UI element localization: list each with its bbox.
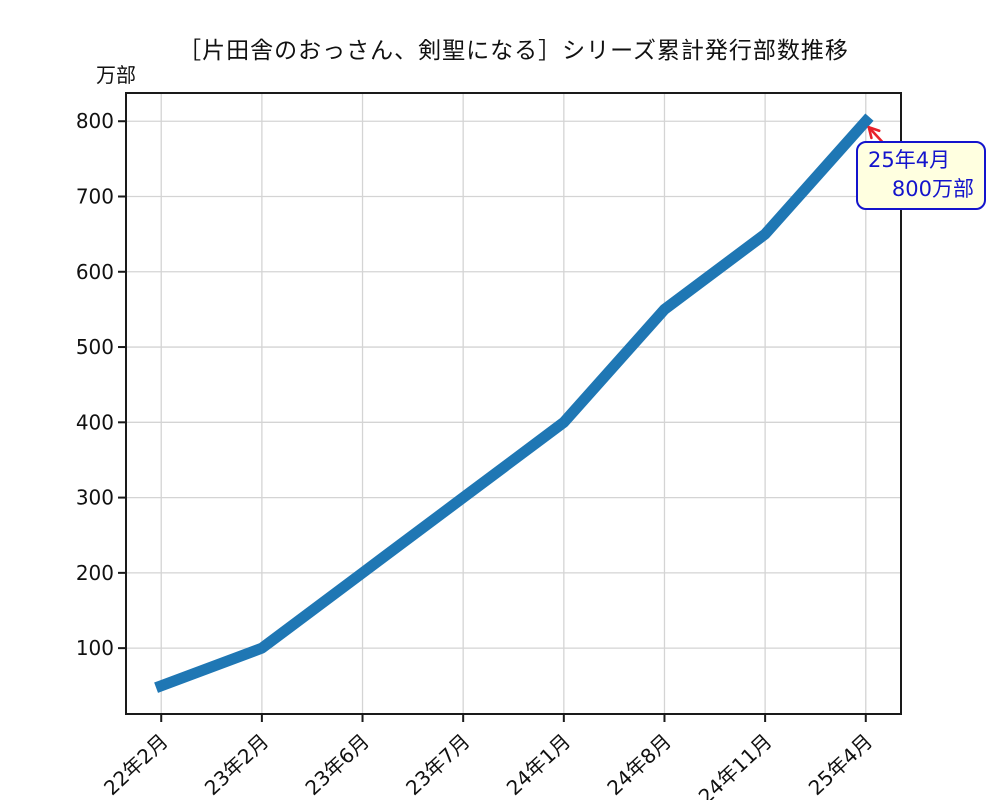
x-tick-label: 23年7月 <box>401 729 475 800</box>
y-tick-label: 800 <box>76 109 114 133</box>
annotation-value: 800万部 <box>891 177 974 201</box>
axis-layer: 100 200 300 400 500 600 700 800 22年2月 23年2月 23年6月 2… <box>76 92 902 800</box>
y-tick-label: 200 <box>76 561 114 585</box>
y-axis-unit-label: 万部 <box>96 63 136 87</box>
arrow-head <box>867 125 881 133</box>
annotation-callout: 25年4月 800万部 <box>856 141 986 210</box>
y-tick-label: 300 <box>76 486 114 510</box>
y-tick-label: 400 <box>76 410 114 434</box>
plot-spines <box>125 92 902 715</box>
y-tick-label: 100 <box>76 636 114 660</box>
y-tick-label: 600 <box>76 260 114 284</box>
y-tick-label: 700 <box>76 185 114 209</box>
chart-title: ［片田舎のおっさん、剣聖になる］シリーズ累計発行部数推移 <box>178 38 849 64</box>
series-line <box>154 113 874 693</box>
arrow-head <box>867 125 873 140</box>
series-layer <box>154 113 874 693</box>
x-tick-label: 24年8月 <box>602 729 676 800</box>
annotation-date: 25年4月 <box>868 148 951 172</box>
x-tick-label: 22年2月 <box>99 729 173 800</box>
grid-layer <box>126 93 901 714</box>
x-tick-label: 23年6月 <box>300 729 374 800</box>
x-tick-label: 24年1月 <box>502 729 576 800</box>
x-tick-label: 25年4月 <box>804 729 878 800</box>
x-tick-label: 24年11月 <box>694 729 777 800</box>
y-tick-label: 500 <box>76 335 114 359</box>
x-tick-label: 23年2月 <box>200 729 274 800</box>
